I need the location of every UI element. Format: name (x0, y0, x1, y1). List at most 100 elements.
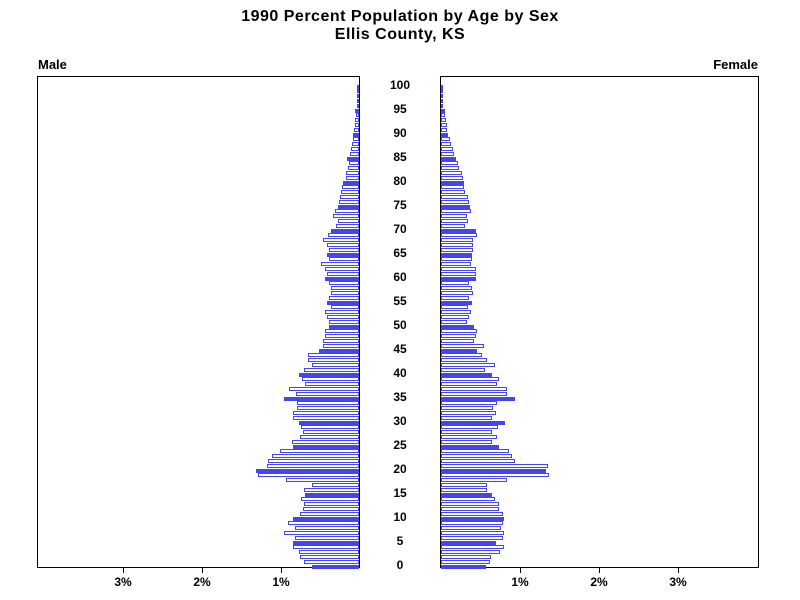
male-bar-age-11 (300, 511, 359, 516)
male-bar-age-34 (297, 401, 359, 406)
male-bar-age-69 (328, 233, 359, 238)
male-bar-age-57 (331, 291, 359, 295)
female-pct-3-label: 3% (669, 575, 687, 589)
female-bar-age-49 (441, 329, 477, 334)
male-bar-age-49 (325, 329, 359, 334)
female-bar-age-4 (441, 545, 504, 550)
male-bar-age-73 (333, 214, 359, 219)
female-bar-age-23 (441, 454, 512, 459)
female-bar-age-41 (441, 367, 485, 372)
male-bar-age-83 (348, 166, 359, 171)
female-bar-age-96 (441, 103, 443, 108)
male-bar-age-1 (304, 559, 359, 564)
male-bar-age-50 (329, 324, 359, 329)
female-pct-2-tick (599, 568, 600, 573)
female-bar-age-5 (441, 540, 496, 545)
female-bar-age-15 (441, 492, 492, 497)
male-bar-age-44 (308, 353, 359, 358)
female-bar-age-36 (441, 391, 507, 396)
male-bar-age-70 (331, 228, 359, 233)
female-pct-3-tick (678, 568, 679, 573)
male-bar-age-61 (327, 271, 359, 276)
female-bar-age-63 (441, 262, 471, 267)
female-bar-age-55 (441, 300, 472, 305)
male-bar-age-87 (351, 147, 359, 151)
female-pct-1-label: 1% (511, 575, 529, 589)
age-tick-label-30: 30 (393, 414, 407, 428)
female-bar-age-31 (441, 415, 492, 420)
male-bar-age-5 (293, 540, 359, 545)
age-tick-label-15: 15 (393, 486, 407, 500)
female-bar-age-69 (441, 233, 477, 238)
female-bar-age-21 (441, 463, 548, 468)
male-bar-age-21 (267, 463, 359, 468)
female-bar-age-99 (441, 89, 443, 94)
female-bar-age-92 (441, 123, 447, 127)
male-bar-age-58 (331, 286, 359, 291)
male-bar-age-96 (357, 103, 359, 108)
female-bar-age-1 (441, 559, 490, 564)
male-bar-age-91 (354, 127, 359, 132)
male-bar-age-68 (323, 238, 359, 243)
male-bar-age-3 (299, 550, 359, 555)
male-bar-age-64 (329, 257, 359, 262)
female-bar-age-95 (441, 108, 445, 113)
male-bar-age-35 (284, 396, 359, 401)
female-bar-age-28 (441, 430, 492, 435)
male-bar-age-76 (339, 199, 359, 204)
male-axis-label: Male (38, 57, 67, 72)
male-bar-age-46 (323, 343, 359, 348)
female-bar-age-67 (441, 243, 473, 247)
female-bar-age-57 (441, 291, 473, 295)
male-bar-age-30 (299, 420, 359, 425)
female-bar-age-58 (441, 286, 472, 291)
female-bar-age-97 (441, 99, 443, 103)
female-bar-age-71 (441, 223, 465, 228)
female-bar-age-0 (441, 564, 486, 569)
female-bar-age-75 (441, 204, 470, 209)
male-bar-age-12 (303, 507, 359, 511)
male-bar-age-75 (338, 204, 359, 209)
female-bar-age-11 (441, 511, 503, 516)
male-bar-age-90 (353, 132, 359, 137)
female-bar-age-68 (441, 238, 473, 243)
female-bar-age-26 (441, 439, 492, 444)
female-bar-age-22 (441, 459, 515, 463)
female-bar-age-72 (441, 219, 468, 223)
male-bar-age-40 (299, 372, 359, 377)
male-bar-age-95 (355, 108, 359, 113)
female-bar-age-50 (441, 324, 474, 329)
female-bar-age-70 (441, 228, 476, 233)
male-bar-age-7 (284, 531, 359, 535)
male-bar-age-38 (305, 382, 359, 387)
male-bar-age-9 (288, 521, 359, 526)
female-bar-age-34 (441, 401, 497, 406)
female-bar-age-17 (441, 483, 487, 487)
female-bar-age-65 (441, 252, 472, 257)
male-bar-age-66 (329, 247, 359, 252)
age-tick-label-100: 100 (389, 78, 411, 92)
female-bar-age-66 (441, 247, 473, 252)
male-bar-age-89 (353, 137, 359, 142)
female-bar-age-10 (441, 516, 504, 521)
female-bar-age-56 (441, 295, 469, 300)
age-tick-label-20: 20 (393, 462, 407, 476)
female-bar-age-86 (441, 151, 454, 156)
male-bar-age-24 (280, 449, 359, 454)
male-bar-age-97 (357, 99, 359, 103)
male-bar-age-99 (357, 89, 359, 94)
male-bar-age-48 (325, 334, 359, 339)
male-bar-age-54 (331, 305, 359, 310)
male-bar-age-27 (300, 435, 359, 439)
female-bar-age-38 (441, 382, 497, 387)
female-bar-age-85 (441, 156, 456, 161)
female-bar-age-42 (441, 363, 495, 367)
male-bar-age-63 (321, 262, 359, 267)
age-tick-label-70: 70 (393, 222, 407, 236)
male-pct-1-label: 1% (272, 575, 290, 589)
male-bar-age-15 (305, 492, 359, 497)
age-tick-label-45: 45 (393, 342, 407, 356)
female-bar-age-40 (441, 372, 492, 377)
age-tick-label-95: 95 (393, 102, 407, 116)
male-bar-age-25 (293, 444, 359, 449)
